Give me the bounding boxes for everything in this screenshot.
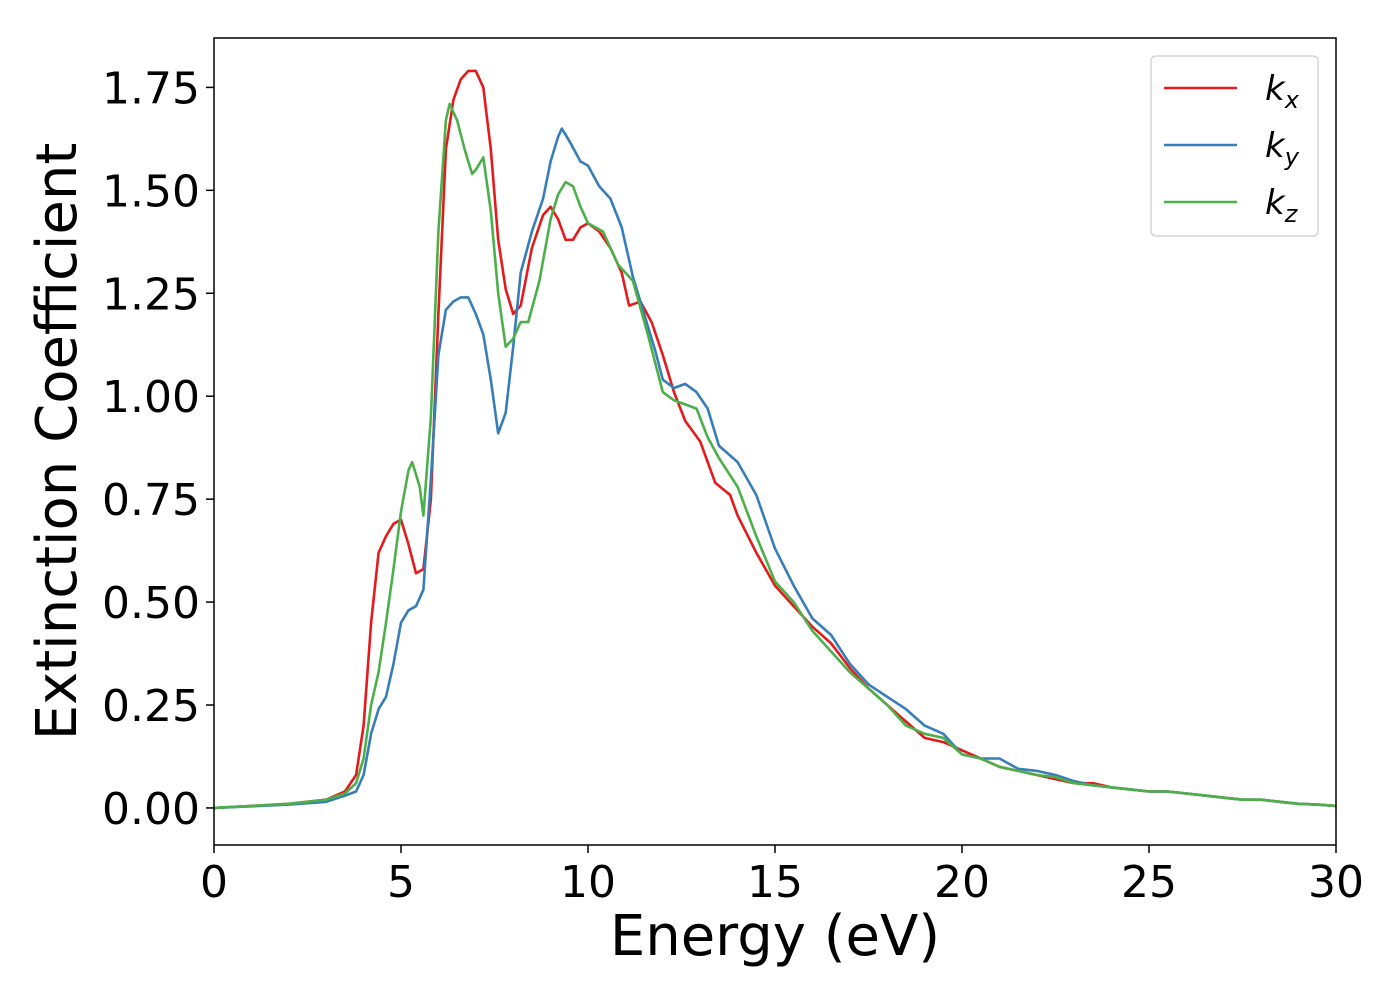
legend-label-base: k: [1265, 183, 1286, 223]
y-tick-label: 1.00: [102, 372, 200, 423]
x-tick-label: 30: [1308, 857, 1364, 908]
y-axis-ticks: 0.00 0.25 0.50 0.75 1.00 1.25 1.50 1.75: [102, 63, 214, 835]
y-tick-label: 0.25: [102, 681, 200, 732]
x-axis-title: Energy (eV): [610, 904, 940, 969]
x-tick-label: 10: [560, 857, 616, 908]
legend-item-z: kz: [1164, 183, 1299, 228]
y-tick-label: 0.50: [102, 578, 200, 629]
x-tick-label: 0: [200, 857, 228, 908]
y-tick-label: 0.00: [102, 784, 200, 835]
legend-label-subscript: y: [1284, 143, 1300, 171]
y-tick-label: 0.75: [102, 475, 200, 526]
legend-label: kx: [1265, 69, 1300, 114]
x-tick-label: 20: [934, 857, 990, 908]
x-tick-label: 15: [747, 857, 803, 908]
legend-item-y: ky: [1164, 126, 1300, 171]
legend-label-subscript: z: [1284, 200, 1299, 228]
legend-label-base: k: [1265, 126, 1286, 166]
y-tick-label: 1.75: [102, 63, 200, 114]
legend-label: kz: [1265, 183, 1299, 228]
x-tick-label: 25: [1121, 857, 1177, 908]
legend-item-x: kx: [1164, 69, 1300, 114]
y-tick-label: 1.50: [102, 166, 200, 217]
legend-label-base: k: [1265, 69, 1286, 109]
series-line-z: [214, 102, 1336, 810]
x-axis-ticks: 0 5 10 15 20 25 30: [200, 845, 1364, 908]
legend-label-subscript: x: [1284, 86, 1300, 114]
y-tick-label: 1.25: [102, 269, 200, 320]
legend-label: ky: [1265, 126, 1300, 171]
x-tick-label: 5: [387, 857, 415, 908]
y-axis-title: Extinction Coefficient: [25, 143, 90, 741]
series-layer: [214, 69, 1336, 810]
